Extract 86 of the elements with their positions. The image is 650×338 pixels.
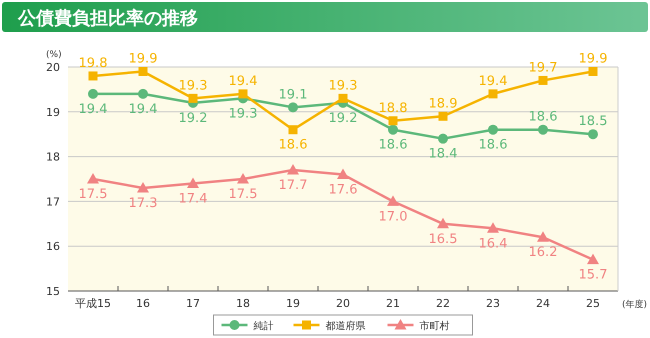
y-tick-label: 17 — [46, 195, 60, 208]
data-label: 17.5 — [228, 187, 258, 202]
data-label: 19.7 — [528, 60, 558, 76]
x-tick-label: 19 — [286, 297, 300, 310]
point — [138, 88, 148, 99]
data-label: 19.9 — [128, 51, 158, 66]
data-label: 18.6 — [378, 138, 408, 153]
data-label: 17.7 — [278, 178, 308, 194]
point — [538, 124, 548, 135]
data-label: 16.4 — [478, 236, 508, 252]
data-label: 18.4 — [428, 146, 458, 162]
data-label: 18.8 — [378, 100, 408, 116]
point — [88, 88, 98, 99]
point — [388, 116, 398, 126]
point — [337, 168, 349, 180]
x-axis-title: (年度) — [622, 299, 648, 310]
legend-label: 純計 — [254, 320, 274, 332]
point — [587, 254, 599, 264]
point — [488, 89, 498, 98]
x-tick-label: 17 — [186, 297, 200, 310]
y-tick-label: 15 — [46, 285, 60, 298]
data-label: 19.9 — [578, 51, 608, 66]
data-label: 17.4 — [178, 191, 208, 206]
data-label: 19.3 — [328, 78, 358, 94]
x-tick-label: 22 — [436, 297, 450, 310]
point — [137, 182, 149, 192]
point — [237, 173, 249, 184]
legend-label: 都道府県 — [326, 320, 366, 332]
data-label: 18.6 — [278, 138, 308, 153]
point — [188, 94, 198, 103]
data-label: 18.6 — [528, 110, 558, 125]
data-label: 18.5 — [578, 114, 608, 130]
data-label: 19.3 — [228, 106, 258, 122]
legend-label: 市町村 — [420, 320, 450, 332]
data-label: 17.0 — [378, 209, 408, 224]
point — [138, 66, 148, 76]
data-label: 16.2 — [528, 245, 558, 260]
data-label: 16.5 — [428, 232, 458, 247]
point — [437, 218, 449, 228]
data-label: 19.8 — [78, 56, 108, 71]
point — [438, 112, 448, 121]
x-tick-label: 23 — [486, 297, 500, 310]
data-label: 17.3 — [128, 196, 158, 211]
x-tick-label: 18 — [236, 297, 250, 310]
point — [538, 76, 548, 85]
data-label: 19.4 — [478, 74, 508, 89]
y-tick-label: 20 — [46, 61, 60, 74]
data-label: 19.3 — [178, 78, 208, 94]
x-tick-label: 平成15 — [75, 297, 111, 310]
data-label: 19.2 — [328, 110, 358, 126]
data-label: 19.4 — [78, 102, 108, 117]
data-label: 19.4 — [228, 74, 258, 89]
y-axis-title: (%) — [46, 50, 62, 60]
point — [588, 66, 598, 76]
x-tick-label: 16 — [136, 297, 150, 310]
data-label: 19.2 — [178, 110, 208, 126]
data-label: 18.6 — [478, 138, 508, 153]
point — [388, 124, 398, 135]
point — [288, 102, 298, 112]
point — [288, 125, 298, 134]
x-tick-label: 20 — [336, 297, 350, 310]
point — [87, 173, 99, 184]
x-tick-label: 25 — [586, 297, 600, 310]
point — [387, 195, 399, 206]
x-tick-label: 24 — [536, 297, 550, 310]
point — [488, 124, 498, 135]
chart-title: 公債費負担比率の推移 — [17, 8, 198, 29]
point — [88, 71, 98, 80]
x-tick-label: 21 — [386, 297, 400, 310]
point — [238, 89, 248, 98]
data-label: 15.7 — [578, 268, 608, 283]
y-tick-label: 19 — [46, 106, 60, 119]
point — [487, 222, 499, 233]
data-label: 19.1 — [278, 87, 308, 102]
point — [338, 94, 348, 103]
data-label: 17.5 — [78, 187, 108, 202]
point — [287, 164, 299, 175]
y-tick-label: 18 — [46, 150, 60, 164]
point — [187, 177, 199, 188]
data-label: 17.6 — [328, 182, 358, 198]
data-label: 18.9 — [428, 96, 458, 112]
point — [588, 129, 598, 140]
point — [537, 231, 549, 242]
y-tick-label: 16 — [46, 240, 60, 254]
point — [438, 134, 448, 144]
data-label: 19.4 — [128, 102, 158, 117]
